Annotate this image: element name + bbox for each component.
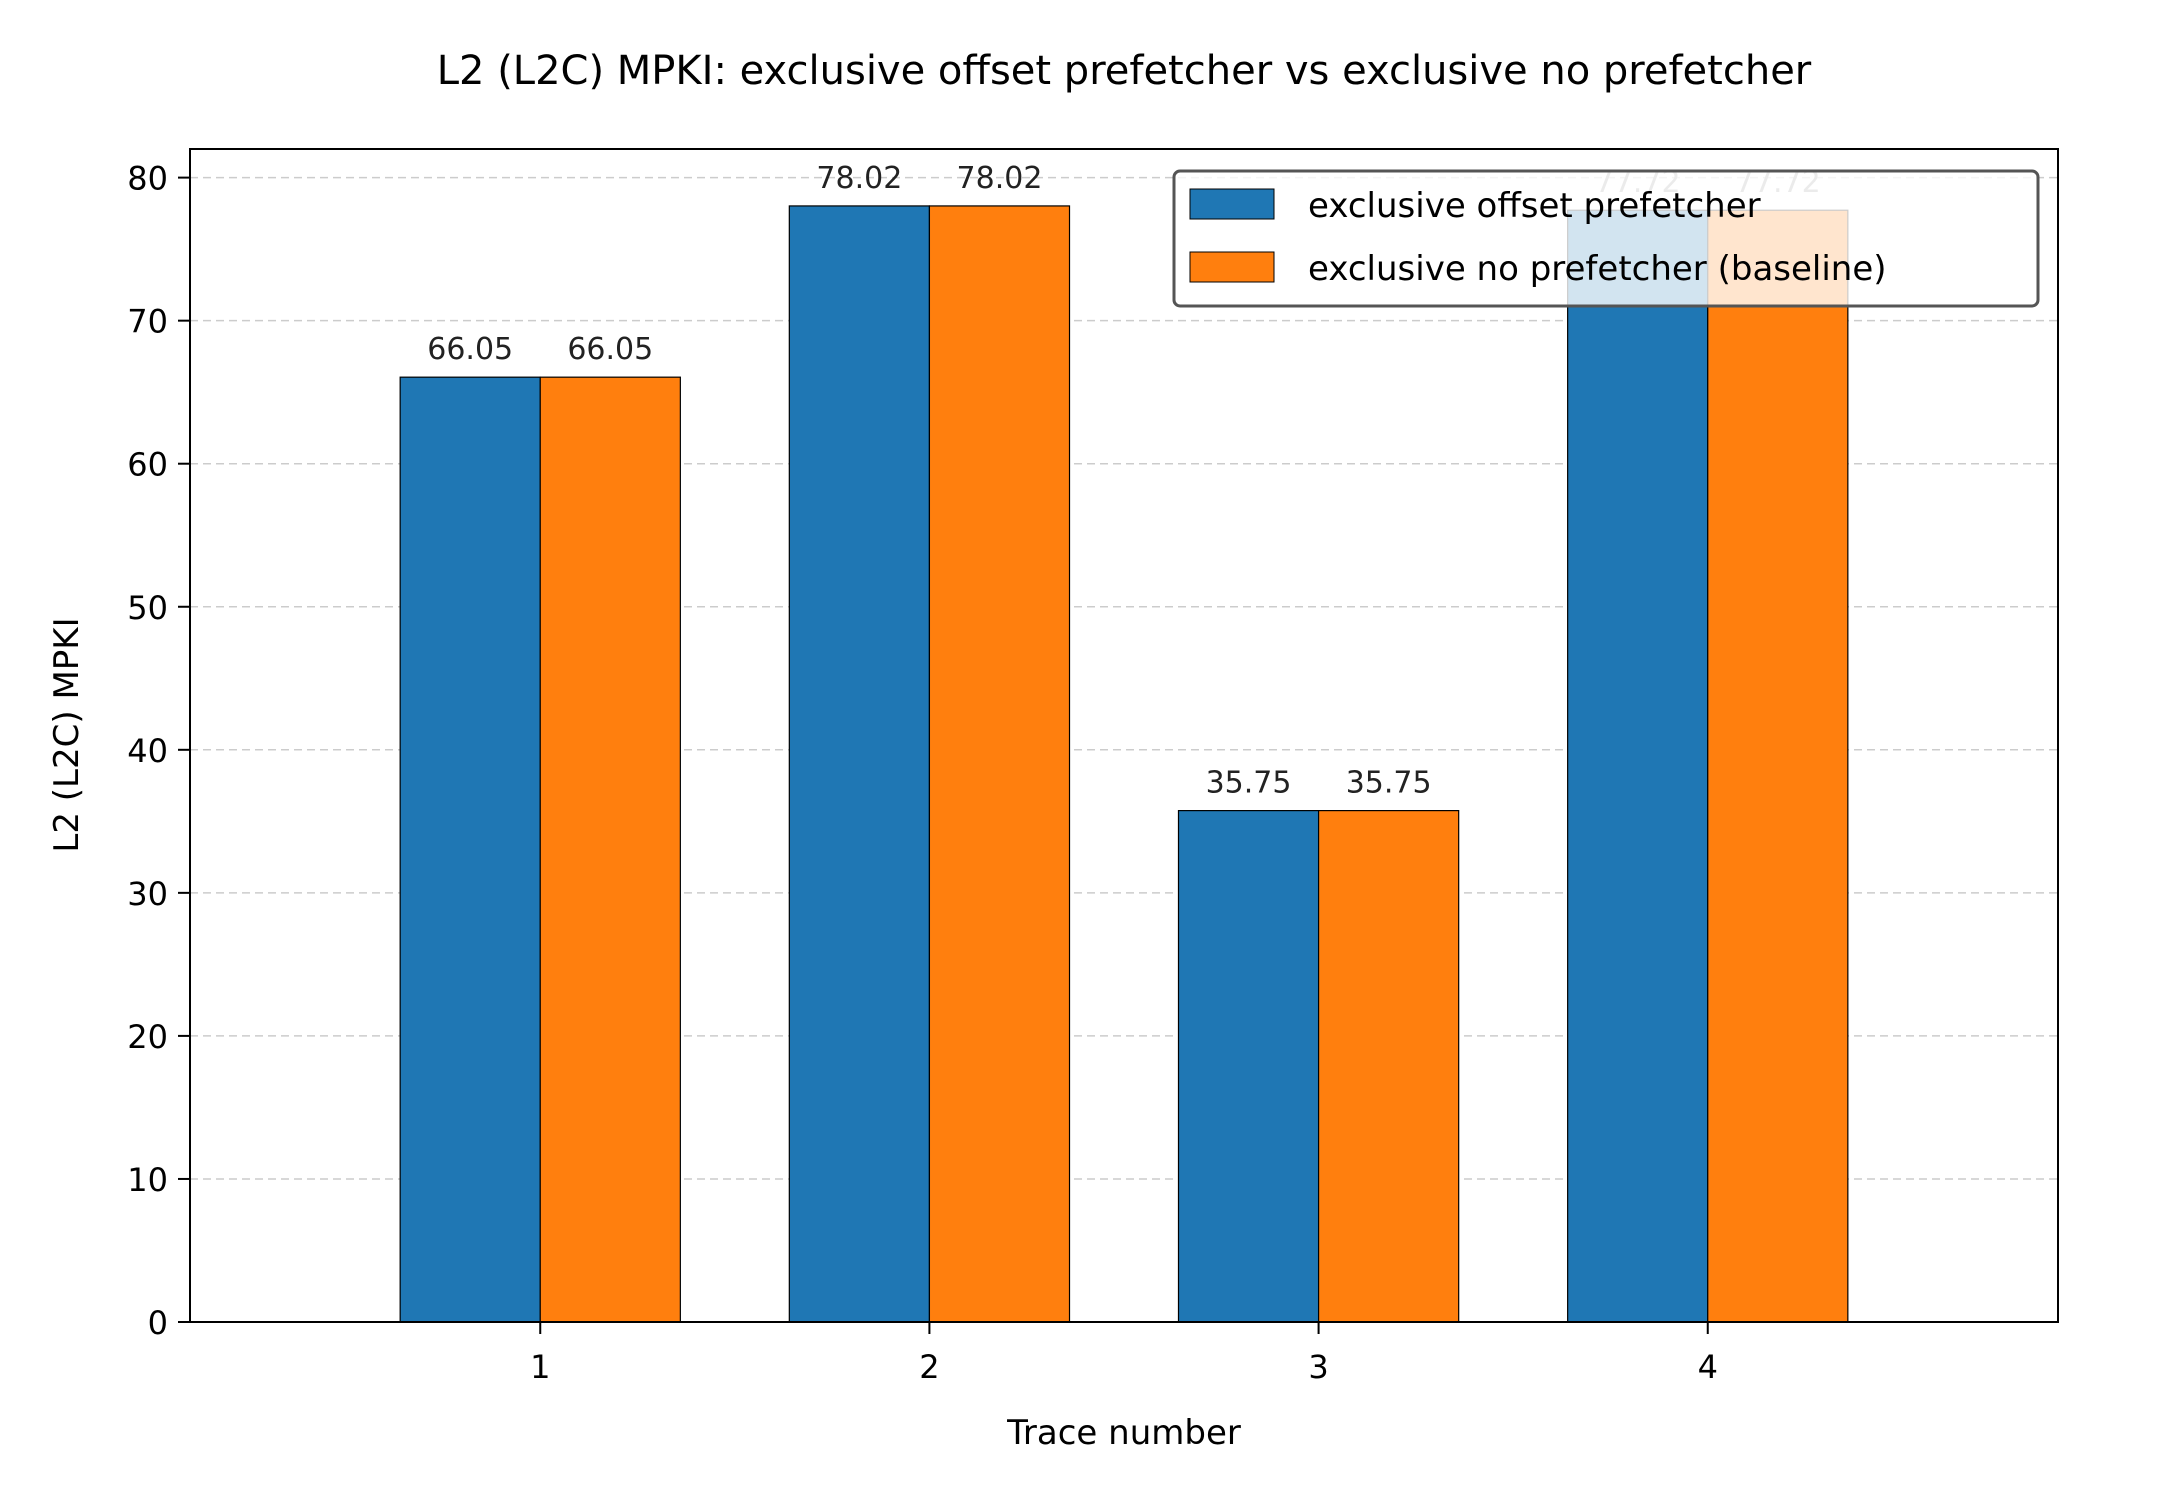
x-tick-label: 3 bbox=[1308, 1348, 1328, 1386]
legend-swatch-offset bbox=[1189, 188, 1275, 220]
legend-label-baseline: exclusive no prefetcher (baseline) bbox=[1308, 249, 1887, 289]
plot-frame bbox=[189, 148, 2059, 1323]
data-label: 78.02 bbox=[816, 161, 902, 196]
bar-baseline-trace-4 bbox=[1707, 209, 1849, 1323]
bar-baseline-trace-3 bbox=[1317, 810, 1460, 1323]
bar-offset-trace-1 bbox=[399, 376, 541, 1323]
bar-offset-trace-4 bbox=[1567, 209, 1709, 1323]
x-tick-label: 1 bbox=[530, 1348, 550, 1386]
y-tick-label: 60 bbox=[127, 446, 168, 484]
y-tick-label: 80 bbox=[127, 160, 168, 198]
x-axis-label: Trace number bbox=[1006, 1413, 1241, 1453]
bar-baseline-trace-2 bbox=[928, 205, 1071, 1323]
data-label: 78.02 bbox=[957, 161, 1043, 196]
y-tick-label: 20 bbox=[127, 1018, 168, 1056]
legend-label-offset: exclusive offset prefetcher bbox=[1308, 186, 1761, 226]
bar-offset-trace-2 bbox=[788, 205, 931, 1323]
y-axis-label: L2 (L2C) MPKI bbox=[47, 617, 87, 852]
y-tick-label: 10 bbox=[127, 1161, 168, 1199]
x-axis: 1 2 3 4 bbox=[530, 1322, 1718, 1386]
y-tick-label: 40 bbox=[127, 732, 168, 770]
bars bbox=[399, 205, 1849, 1323]
data-label: 66.05 bbox=[567, 332, 653, 367]
y-tick-label: 0 bbox=[148, 1304, 168, 1342]
y-tick-label: 30 bbox=[127, 875, 168, 913]
x-tick-label: 2 bbox=[919, 1348, 939, 1386]
chart-title: L2 (L2C) MPKI: exclusive offset prefetch… bbox=[437, 48, 1812, 94]
y-axis: 0 10 20 30 40 50 60 70 80 bbox=[127, 160, 190, 1342]
data-label: 66.05 bbox=[427, 332, 513, 367]
legend: exclusive offset prefetcher exclusive no… bbox=[1172, 169, 2040, 308]
legend-frame bbox=[1172, 169, 2040, 308]
data-label: 35.75 bbox=[1346, 766, 1432, 801]
x-tick-label: 4 bbox=[1698, 1348, 1718, 1386]
data-label: 35.75 bbox=[1206, 766, 1292, 801]
y-tick-label: 70 bbox=[127, 303, 168, 341]
legend-swatch-baseline bbox=[1189, 251, 1275, 283]
bar-baseline-trace-1 bbox=[539, 376, 681, 1323]
y-tick-label: 50 bbox=[127, 589, 168, 627]
bar-offset-trace-3 bbox=[1177, 810, 1320, 1323]
